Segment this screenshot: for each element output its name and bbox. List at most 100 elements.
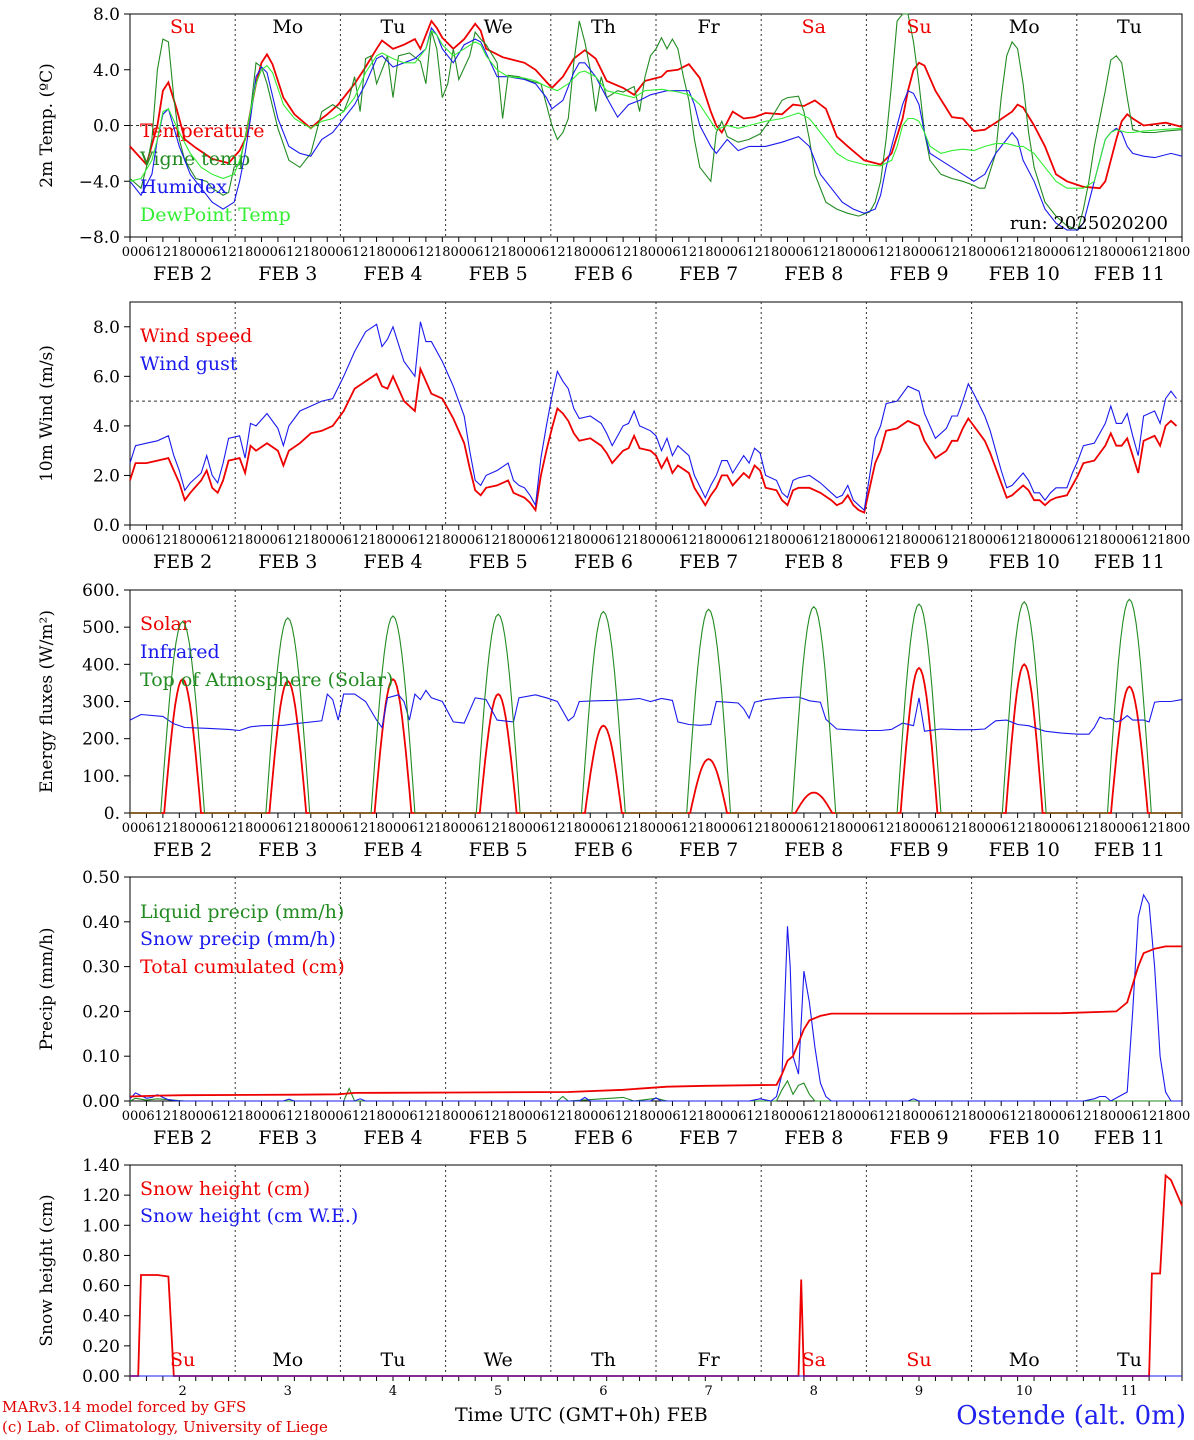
- x-hour-label: 12: [286, 533, 303, 548]
- x-hour-label: 12: [1141, 245, 1158, 260]
- date-label: FEB 10: [989, 839, 1060, 861]
- station-name: Ostende (alt. 0m): [956, 1401, 1186, 1431]
- x-hour-label: 12: [681, 245, 698, 260]
- x-hour-label: 06: [796, 533, 813, 548]
- y-tick-label: 1.00: [82, 1216, 120, 1236]
- x-hour-label: 06: [467, 1109, 484, 1124]
- x-hour-label: 18: [631, 245, 648, 260]
- x-hour-label: 00: [911, 245, 928, 260]
- x-hour-label: 06: [467, 533, 484, 548]
- x-hour-label: 12: [878, 1109, 895, 1124]
- x-hour-label: 06: [993, 1109, 1010, 1124]
- date-label: FEB 4: [363, 263, 422, 285]
- x-hour-label: 12: [878, 245, 895, 260]
- x-hour-label: 00: [976, 821, 993, 836]
- x-hour-label: 12: [155, 245, 172, 260]
- legend-entry: Snow precip (mm/h): [140, 928, 336, 950]
- x-hour-label: 00: [516, 1109, 533, 1124]
- x-hour-label: 18: [763, 245, 780, 260]
- x-hour-label: 12: [1075, 533, 1092, 548]
- x-hour-label: 12: [615, 1109, 632, 1124]
- weekday-label: Fr: [697, 1349, 720, 1371]
- weekday-label: Th: [591, 16, 616, 38]
- x-hour-label: 00: [582, 821, 599, 836]
- x-hour-label: 06: [401, 245, 418, 260]
- date-label: FEB 11: [1094, 1127, 1165, 1149]
- x-hour-label: 00: [648, 821, 665, 836]
- date-label: FEB 8: [784, 839, 843, 861]
- weekday-label: We: [484, 16, 513, 38]
- x-hour-label: 00: [385, 821, 402, 836]
- x-hour-label: 12: [944, 245, 961, 260]
- date-label: FEB 7: [679, 1127, 738, 1149]
- x-hour-label: 18: [960, 1109, 977, 1124]
- x-hour-label: 18: [960, 821, 977, 836]
- day-number-label: 2: [178, 1384, 186, 1399]
- x-hour-label: 12: [681, 821, 698, 836]
- x-hour-label: 18: [171, 821, 188, 836]
- x-hour-label: 12: [483, 533, 500, 548]
- date-label: FEB 4: [363, 1127, 422, 1149]
- x-hour-label: 06: [401, 1109, 418, 1124]
- x-hour-label: 12: [878, 533, 895, 548]
- x-hour-label: 06: [796, 821, 813, 836]
- x-hour-label: 06: [927, 821, 944, 836]
- x-hour-label: 00: [450, 533, 467, 548]
- date-label: FEB 9: [889, 263, 948, 285]
- series-line-3: [129, 29, 1183, 189]
- x-hour-label: 12: [352, 821, 369, 836]
- x-hour-label: 00: [648, 533, 665, 548]
- weekday-label: Th: [591, 1349, 616, 1371]
- x-hour-label: 18: [237, 821, 254, 836]
- x-hour-label: 06: [401, 821, 418, 836]
- x-hour-label: 00: [187, 821, 204, 836]
- date-label: FEB 3: [258, 551, 317, 573]
- date-label: FEB 11: [1094, 263, 1165, 285]
- x-hour-label: 06: [730, 1109, 747, 1124]
- x-hour-label: 18: [829, 1109, 846, 1124]
- x-hour-label: 06: [138, 821, 155, 836]
- x-hour-label: 06: [335, 1109, 352, 1124]
- x-hour-label: 18: [894, 533, 911, 548]
- x-hour-label: 12: [549, 821, 566, 836]
- weekday-label: Su: [170, 16, 195, 38]
- y-tick-label: 500.: [82, 618, 120, 638]
- date-label: FEB 8: [784, 1127, 843, 1149]
- date-label: FEB 7: [679, 263, 738, 285]
- x-hour-label: 18: [368, 821, 385, 836]
- x-hour-label: 00: [385, 245, 402, 260]
- x-hour-label: 12: [483, 821, 500, 836]
- x-hour-label: 18: [237, 245, 254, 260]
- x-hour-label: 00: [1174, 1109, 1191, 1124]
- y-tick-label: 0.0: [93, 117, 120, 137]
- day-number-label: 5: [494, 1384, 502, 1399]
- x-hour-label: 06: [335, 245, 352, 260]
- x-hour-label: 12: [418, 1109, 435, 1124]
- x-hour-label: 12: [944, 533, 961, 548]
- y-axis-label: Energy fluxes (W/m²): [37, 610, 57, 793]
- y-tick-label: 0.00: [82, 1367, 120, 1387]
- x-hour-label: 00: [1108, 533, 1125, 548]
- x-hour-label: 18: [1157, 1109, 1174, 1124]
- y-tick-label: 0.80: [82, 1246, 120, 1266]
- x-hour-label: 18: [960, 533, 977, 548]
- y-tick-label: 6.0: [93, 367, 120, 387]
- x-hour-label: 06: [1059, 1109, 1076, 1124]
- x-hour-label: 18: [763, 533, 780, 548]
- x-hour-label: 06: [664, 821, 681, 836]
- day-number-label: 8: [810, 1384, 818, 1399]
- lab-credit: (c) Lab. of Climatology, University of L…: [2, 1418, 328, 1436]
- y-tick-label: 200.: [82, 730, 120, 750]
- x-hour-label: 00: [187, 1109, 204, 1124]
- x-hour-label: 06: [730, 821, 747, 836]
- model-credit: MARv3.14 model forced by GFS: [2, 1398, 247, 1416]
- x-hour-label: 00: [516, 245, 533, 260]
- x-hour-label: 06: [270, 533, 287, 548]
- x-hour-label: 00: [516, 533, 533, 548]
- x-hour-label: 12: [483, 1109, 500, 1124]
- date-label: FEB 2: [153, 263, 212, 285]
- day-number-label: 7: [704, 1384, 712, 1399]
- x-hour-label: 12: [615, 821, 632, 836]
- y-tick-label: 8.0: [93, 318, 120, 338]
- series-line-1: [129, 689, 1183, 735]
